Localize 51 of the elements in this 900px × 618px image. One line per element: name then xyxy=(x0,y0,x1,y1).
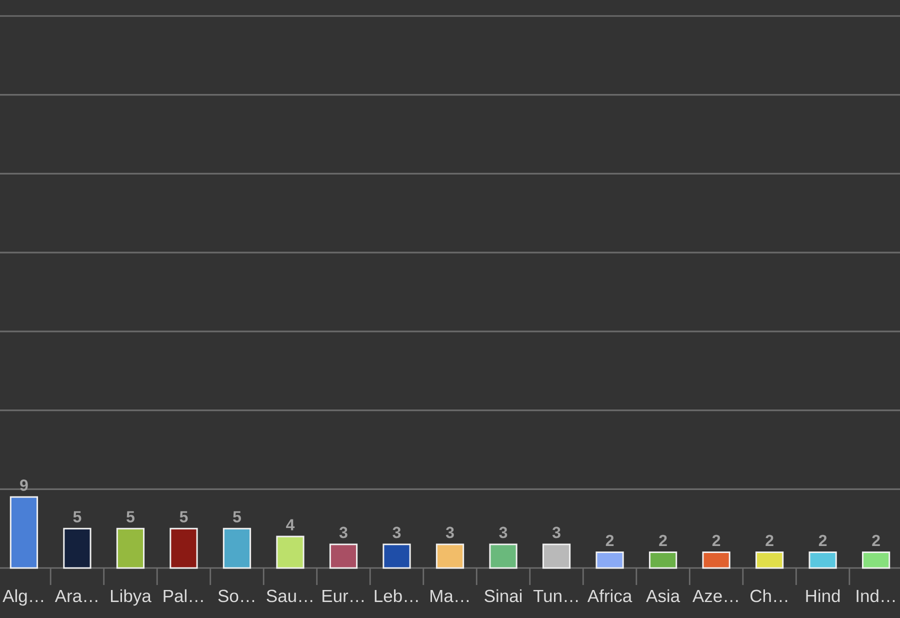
x-tick-label: Ma… xyxy=(430,590,469,602)
data-label: 2 xyxy=(606,534,614,546)
data-label: 2 xyxy=(818,534,827,546)
data-label: 2 xyxy=(659,534,667,546)
bar xyxy=(382,544,411,569)
bar xyxy=(596,551,624,569)
x-tick-label: Sau… xyxy=(266,590,312,602)
x-tick-label: So… xyxy=(218,590,254,602)
data-label: 9 xyxy=(20,480,28,491)
x-tick-label: Ind… xyxy=(856,589,895,602)
data-label: 3 xyxy=(339,526,348,538)
x-tick-label: Alg… xyxy=(2,589,43,606)
x-tick-label: Ch… xyxy=(750,589,788,602)
data-label: 3 xyxy=(552,526,560,538)
bar xyxy=(755,551,784,569)
bar xyxy=(542,544,571,569)
x-tick-label: Libya xyxy=(110,589,152,606)
data-label: 4 xyxy=(286,519,295,530)
bar xyxy=(10,496,38,569)
x-tick-label: Sinai xyxy=(484,589,522,602)
data-label: 5 xyxy=(73,511,82,522)
x-tick-label: Pal… xyxy=(164,589,203,602)
data-label: 5 xyxy=(126,511,134,522)
bar xyxy=(276,536,304,569)
x-tick-label: Asia xyxy=(646,589,680,602)
data-label: 5 xyxy=(180,511,188,522)
bar xyxy=(170,528,198,569)
bar xyxy=(63,528,92,569)
bar xyxy=(702,551,730,569)
data-label: 3 xyxy=(446,526,454,538)
bar xyxy=(329,544,358,569)
data-label: 3 xyxy=(499,526,508,538)
data-label: 2 xyxy=(712,534,720,546)
data-label: 3 xyxy=(392,526,401,538)
x-tick-label: Leb… xyxy=(374,589,418,602)
bar xyxy=(489,544,518,569)
bar xyxy=(116,528,145,569)
data-label: 5 xyxy=(233,511,241,522)
x-tick-label: Aze… xyxy=(692,590,738,602)
bar xyxy=(862,551,890,569)
bar xyxy=(222,528,252,569)
x-tick-label: Hind xyxy=(806,589,840,602)
bar xyxy=(436,544,464,569)
x-tick-label: Tun… xyxy=(533,590,578,602)
x-tick-label: Ara… xyxy=(54,590,98,602)
bar xyxy=(808,551,837,569)
x-tick-label: Africa xyxy=(587,589,632,602)
data-label: 2 xyxy=(872,534,880,546)
data-label: 2 xyxy=(766,534,774,546)
bar xyxy=(648,551,678,569)
x-tick-label: Eur… xyxy=(322,590,364,602)
